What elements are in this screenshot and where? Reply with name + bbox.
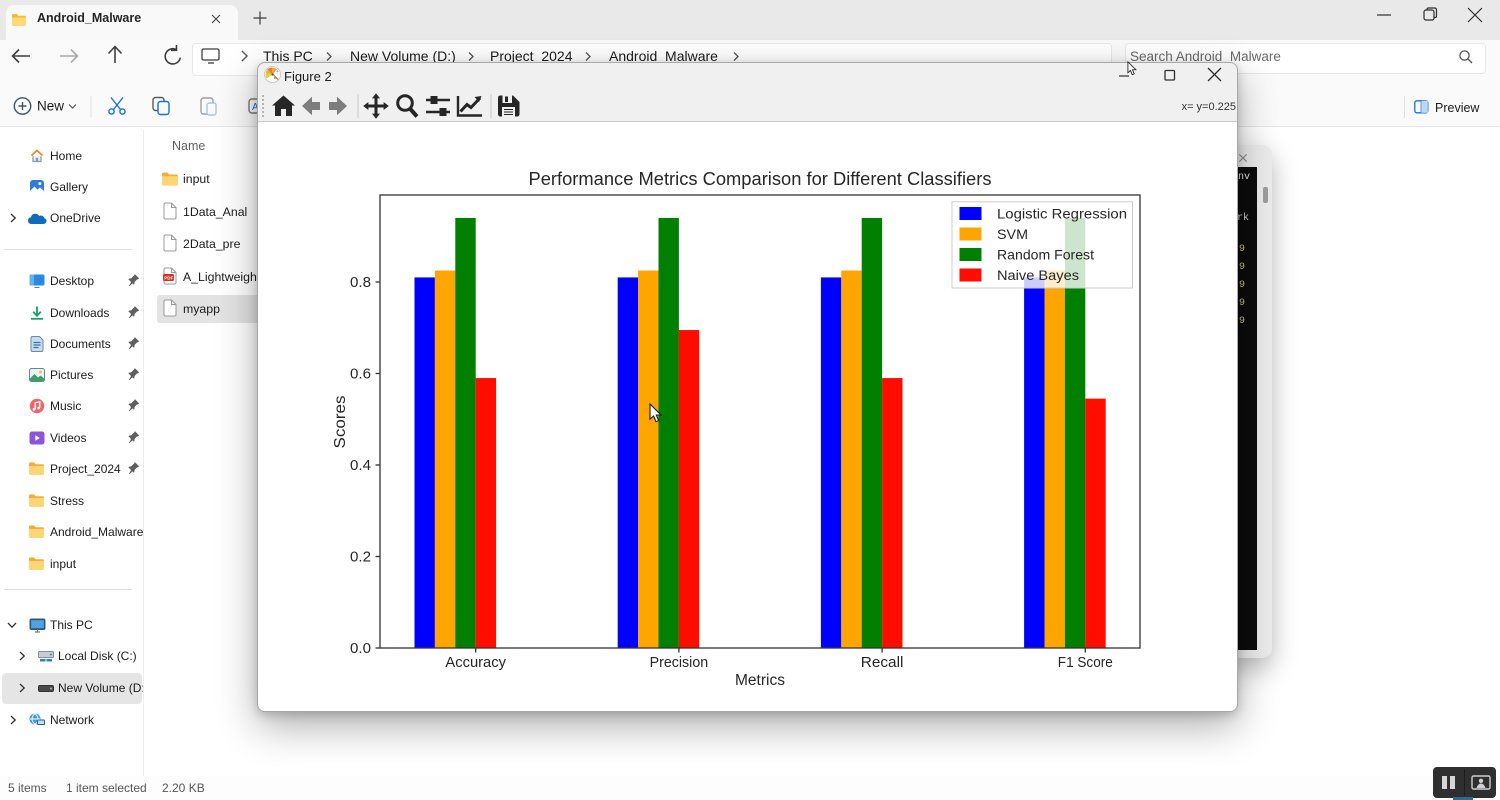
svg-text:0.4: 0.4 xyxy=(350,458,371,474)
svg-text:Recall: Recall xyxy=(861,655,904,671)
svg-text:New: New xyxy=(37,99,64,114)
svg-text:F1 Score: F1 Score xyxy=(1058,655,1113,671)
svg-text:Precision: Precision xyxy=(650,655,709,671)
svg-text:Random Forest: Random Forest xyxy=(997,248,1094,263)
svg-text:0.8: 0.8 xyxy=(350,275,371,291)
svg-text:A: A xyxy=(252,102,259,113)
svg-text:0.6: 0.6 xyxy=(350,367,371,383)
svg-text:Metrics: Metrics xyxy=(735,672,785,689)
svg-text:SVM: SVM xyxy=(997,227,1028,242)
svg-text:Accuracy: Accuracy xyxy=(445,655,506,671)
svg-text:Scores: Scores xyxy=(332,395,349,448)
svg-text:0.0: 0.0 xyxy=(350,641,371,657)
svg-text:Naive Bayes: Naive Bayes xyxy=(997,268,1079,283)
svg-text:Performance Metrics Comparison: Performance Metrics Comparison for Diffe… xyxy=(529,169,992,189)
svg-text:Logistic Regression: Logistic Regression xyxy=(997,207,1127,222)
svg-text:0.2: 0.2 xyxy=(350,550,371,566)
svg-text:PDF: PDF xyxy=(164,275,173,280)
